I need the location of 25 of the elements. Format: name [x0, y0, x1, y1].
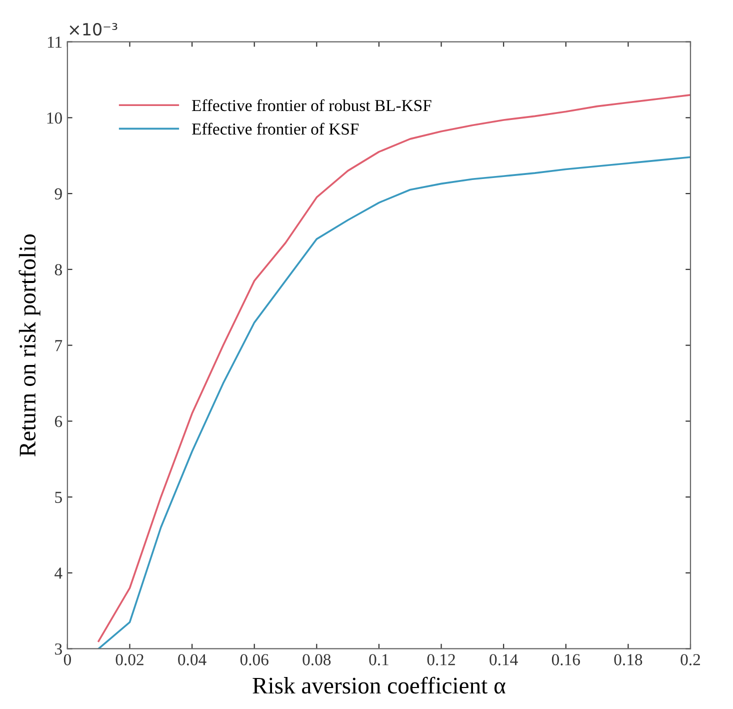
x-tick-label: 0.02 [116, 654, 144, 666]
x-tick-label: 0.12 [427, 654, 455, 666]
x-axis-title: Risk aversion coefficient α [252, 676, 506, 694]
x-tick-label: 0.04 [178, 654, 206, 666]
y-tick-label: 11 [48, 36, 62, 48]
y-tick-label: 5 [55, 492, 62, 503]
x-tick-label: 0.2 [680, 654, 700, 666]
x-tick-label: 0.14 [490, 654, 518, 666]
y-tick-label: 6 [54, 416, 62, 428]
text: ×10⁻³ [70, 22, 118, 36]
y-tick-label: 3 [55, 643, 62, 655]
y-tick-label: 8 [54, 264, 62, 276]
y-tick-label: 4 [54, 568, 62, 579]
legend-label: Effective frontier of robust BL-KSF [192, 99, 432, 112]
x-tick-label: 0.08 [302, 654, 331, 666]
legend-label: Effective frontier of KSF [192, 122, 359, 135]
y-tick-label: 10 [47, 112, 62, 124]
x-tick-label: 0.18 [614, 654, 642, 666]
y-tick-label: 9 [54, 188, 62, 200]
x-tick-label: 0.06 [240, 654, 268, 666]
y-axis-title: Return on risk portfolio [18, 234, 40, 456]
x-tick-label: 0.16 [552, 654, 580, 666]
x-tick-label: 0.1 [369, 654, 388, 666]
y-tick-label: 7 [55, 340, 62, 352]
x-tick-label: 0 [64, 654, 71, 666]
